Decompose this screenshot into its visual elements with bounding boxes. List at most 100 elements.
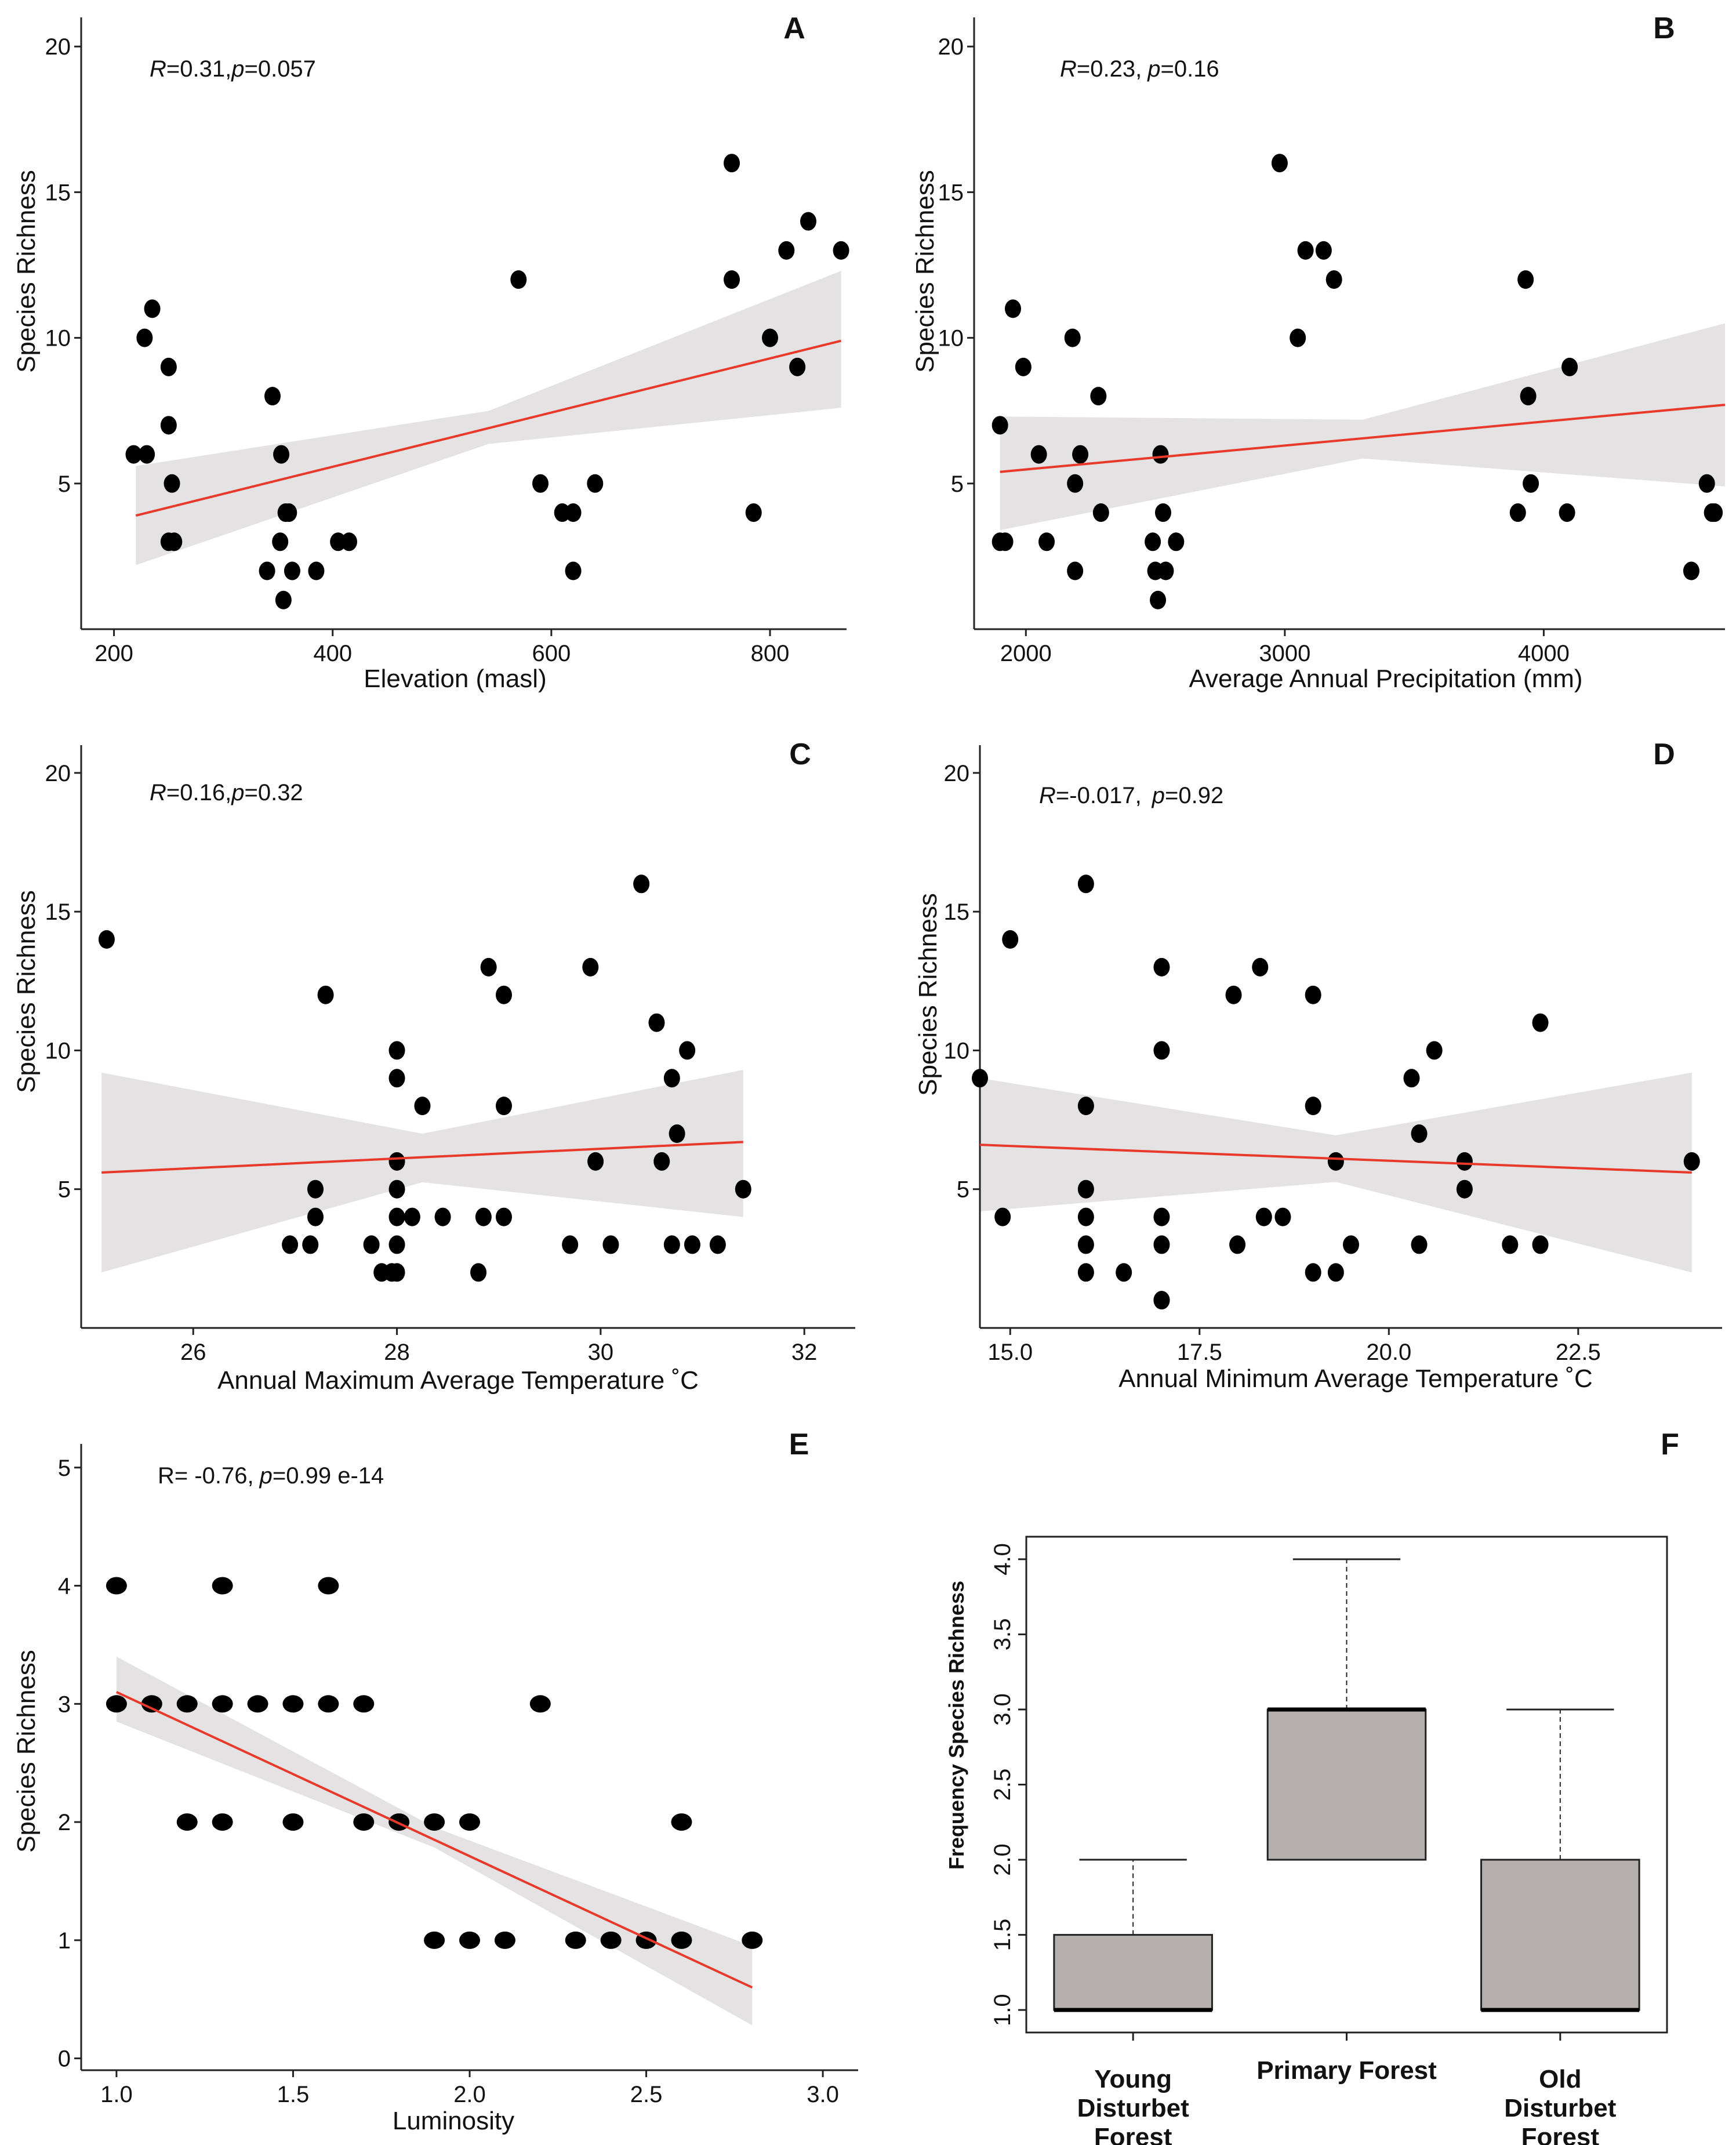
panel-d-x-tick-label: 20.0 bbox=[1366, 1340, 1411, 1365]
panel-b-y-tick-label: 5 bbox=[951, 471, 964, 497]
panel-d-data-point bbox=[1077, 1207, 1094, 1226]
panel-b-data-point bbox=[1090, 387, 1107, 406]
panel-d-letter: D bbox=[1653, 738, 1675, 771]
panel-d-data-point bbox=[1456, 1152, 1473, 1171]
panel-b-x-tick-label: 4000 bbox=[1518, 641, 1570, 666]
panel-d-y-tick-label: 10 bbox=[944, 1038, 970, 1064]
panel-d-data-point bbox=[1411, 1124, 1428, 1143]
panel-e-data-point bbox=[212, 1577, 233, 1595]
panel-f-category-label: Disturbet bbox=[1504, 2094, 1616, 2122]
panel-a-data-point bbox=[144, 299, 161, 318]
panel-e-data-point bbox=[353, 1813, 375, 1831]
panel-e-x-tick-label: 2.0 bbox=[453, 2082, 486, 2107]
panel-b-data-point bbox=[1561, 357, 1578, 376]
panel-e-data-point bbox=[459, 1931, 480, 1949]
panel-b-y-tick-label: 15 bbox=[938, 180, 964, 205]
panel-f-category-label: Forest bbox=[1521, 2123, 1600, 2145]
panel-c-data-point bbox=[495, 1097, 512, 1116]
panel-c-data-point bbox=[709, 1235, 726, 1254]
panel-c-data-point bbox=[587, 1152, 604, 1171]
panel-c-fit-line bbox=[101, 1141, 743, 1174]
panel-e-data-point bbox=[106, 1695, 127, 1713]
panel-b-precipitation: R=0.23, p=0.16 B Average Annual Precipita… bbox=[911, 12, 1726, 693]
panel-d-data-point bbox=[1305, 1263, 1321, 1282]
panel-b-data-point bbox=[1145, 532, 1161, 551]
panel-c-y-tick-label: 10 bbox=[45, 1038, 71, 1064]
panel-e-y-tick-label: 5 bbox=[58, 1456, 71, 1481]
panel-c-data-point bbox=[475, 1207, 492, 1226]
panel-c-data-point bbox=[684, 1235, 700, 1254]
panel-b-r-symbol: R bbox=[1060, 56, 1077, 82]
panel-c-data-point bbox=[663, 1069, 680, 1088]
panel-d-data-point bbox=[1683, 1152, 1700, 1171]
panel-d-data-point bbox=[1403, 1069, 1420, 1088]
panel-e-data-point bbox=[671, 1931, 692, 1949]
panel-e-data-point bbox=[353, 1695, 375, 1713]
panel-d-data-point bbox=[1229, 1235, 1246, 1254]
panel-d-data-point bbox=[1305, 1097, 1321, 1116]
panel-a-data-point bbox=[789, 357, 806, 376]
panel-e-data-point bbox=[282, 1813, 304, 1831]
panel-e-x-tick-label: 2.5 bbox=[630, 2082, 663, 2107]
panel-c-p-value: =0.32 bbox=[244, 780, 303, 805]
panel-a-x-tick-label: 600 bbox=[532, 641, 571, 666]
panel-c-data-point bbox=[388, 1041, 405, 1060]
panel-f-y-tick-label: 1.5 bbox=[990, 1919, 1015, 1951]
panel-c-data-point bbox=[633, 874, 650, 894]
panel-e-letter: E bbox=[789, 1428, 809, 1461]
panel-b-ylabel: Species Richness bbox=[911, 170, 939, 373]
panel-d-data-point bbox=[1153, 1041, 1170, 1060]
panel-f-y-tick-label: 3.5 bbox=[990, 1618, 1015, 1651]
panel-a-data-point bbox=[281, 503, 297, 522]
panel-b-data-point bbox=[1004, 299, 1021, 318]
panel-b-data-point bbox=[992, 416, 1008, 435]
panel-e-fit-line bbox=[116, 1691, 753, 1989]
panel-c-data-point bbox=[388, 1152, 405, 1171]
panel-b-data-point bbox=[1150, 590, 1167, 609]
panel-c-data-point bbox=[470, 1263, 487, 1282]
panel-d-data-point bbox=[1153, 1207, 1170, 1226]
panel-d-data-point bbox=[1305, 985, 1321, 1004]
panel-f-category-label: Young bbox=[1094, 2065, 1172, 2093]
panel-d-r-symbol: R bbox=[1039, 783, 1056, 808]
panel-e-x-tick-label: 1.5 bbox=[277, 2082, 310, 2107]
panel-f-box bbox=[1266, 1708, 1427, 1861]
panel-b-data-point bbox=[1038, 532, 1055, 551]
panel-b-data-point bbox=[1064, 328, 1081, 347]
panel-d-data-point bbox=[1077, 1235, 1094, 1254]
panel-a-data-point bbox=[264, 387, 281, 406]
panel-d-confidence-band bbox=[980, 1072, 1692, 1273]
panel-e-data-point bbox=[600, 1931, 622, 1949]
panel-f-ylabel: Frequency Species Richness bbox=[945, 1581, 968, 1870]
panel-e-data-point bbox=[176, 1695, 198, 1713]
panel-c-data-point bbox=[648, 1013, 665, 1032]
panel-a-y-tick-label: 5 bbox=[58, 471, 71, 497]
panel-c-data-point bbox=[388, 1207, 405, 1226]
panel-f-box bbox=[1053, 1934, 1213, 2011]
panel-c-data-point bbox=[363, 1235, 380, 1254]
panel-f-y-tick-label: 2.0 bbox=[990, 1843, 1015, 1876]
panel-d-xlabel: Annual Minimum Average Temperature ˚C bbox=[1118, 1364, 1593, 1393]
panel-a-x-tick-label: 800 bbox=[751, 641, 790, 666]
panel-f-box bbox=[1480, 1859, 1640, 2011]
panel-b-x-tick-label: 2000 bbox=[1000, 641, 1052, 666]
panel-b-data-point bbox=[1325, 270, 1342, 289]
panel-e-data-point bbox=[318, 1695, 339, 1713]
panel-a-y-tick-label: 10 bbox=[45, 326, 71, 351]
panel-b-p-value: =0.16 bbox=[1160, 56, 1219, 82]
panel-e-data-point bbox=[388, 1813, 410, 1831]
panel-a-data-point bbox=[136, 328, 153, 347]
panel-d-r-value: =-0.017, bbox=[1056, 783, 1142, 808]
panel-c-x-tick-label: 32 bbox=[791, 1340, 818, 1365]
panel-c-data-point bbox=[735, 1179, 751, 1199]
panel-c-data-point bbox=[480, 957, 497, 977]
panel-b-data-point bbox=[1067, 474, 1084, 493]
panel-d-p-symbol: p bbox=[1152, 783, 1165, 808]
panel-c-data-point bbox=[307, 1179, 324, 1199]
panel-a-data-point bbox=[272, 532, 289, 551]
panel-b-stat: R=0.23, p=0.16 bbox=[1060, 56, 1219, 82]
panel-c-data-point bbox=[653, 1152, 670, 1171]
panel-d-data-point bbox=[1327, 1263, 1344, 1282]
panel-d-data-point bbox=[1426, 1041, 1443, 1060]
panel-e-x-tick-label: 3.0 bbox=[807, 2082, 839, 2107]
